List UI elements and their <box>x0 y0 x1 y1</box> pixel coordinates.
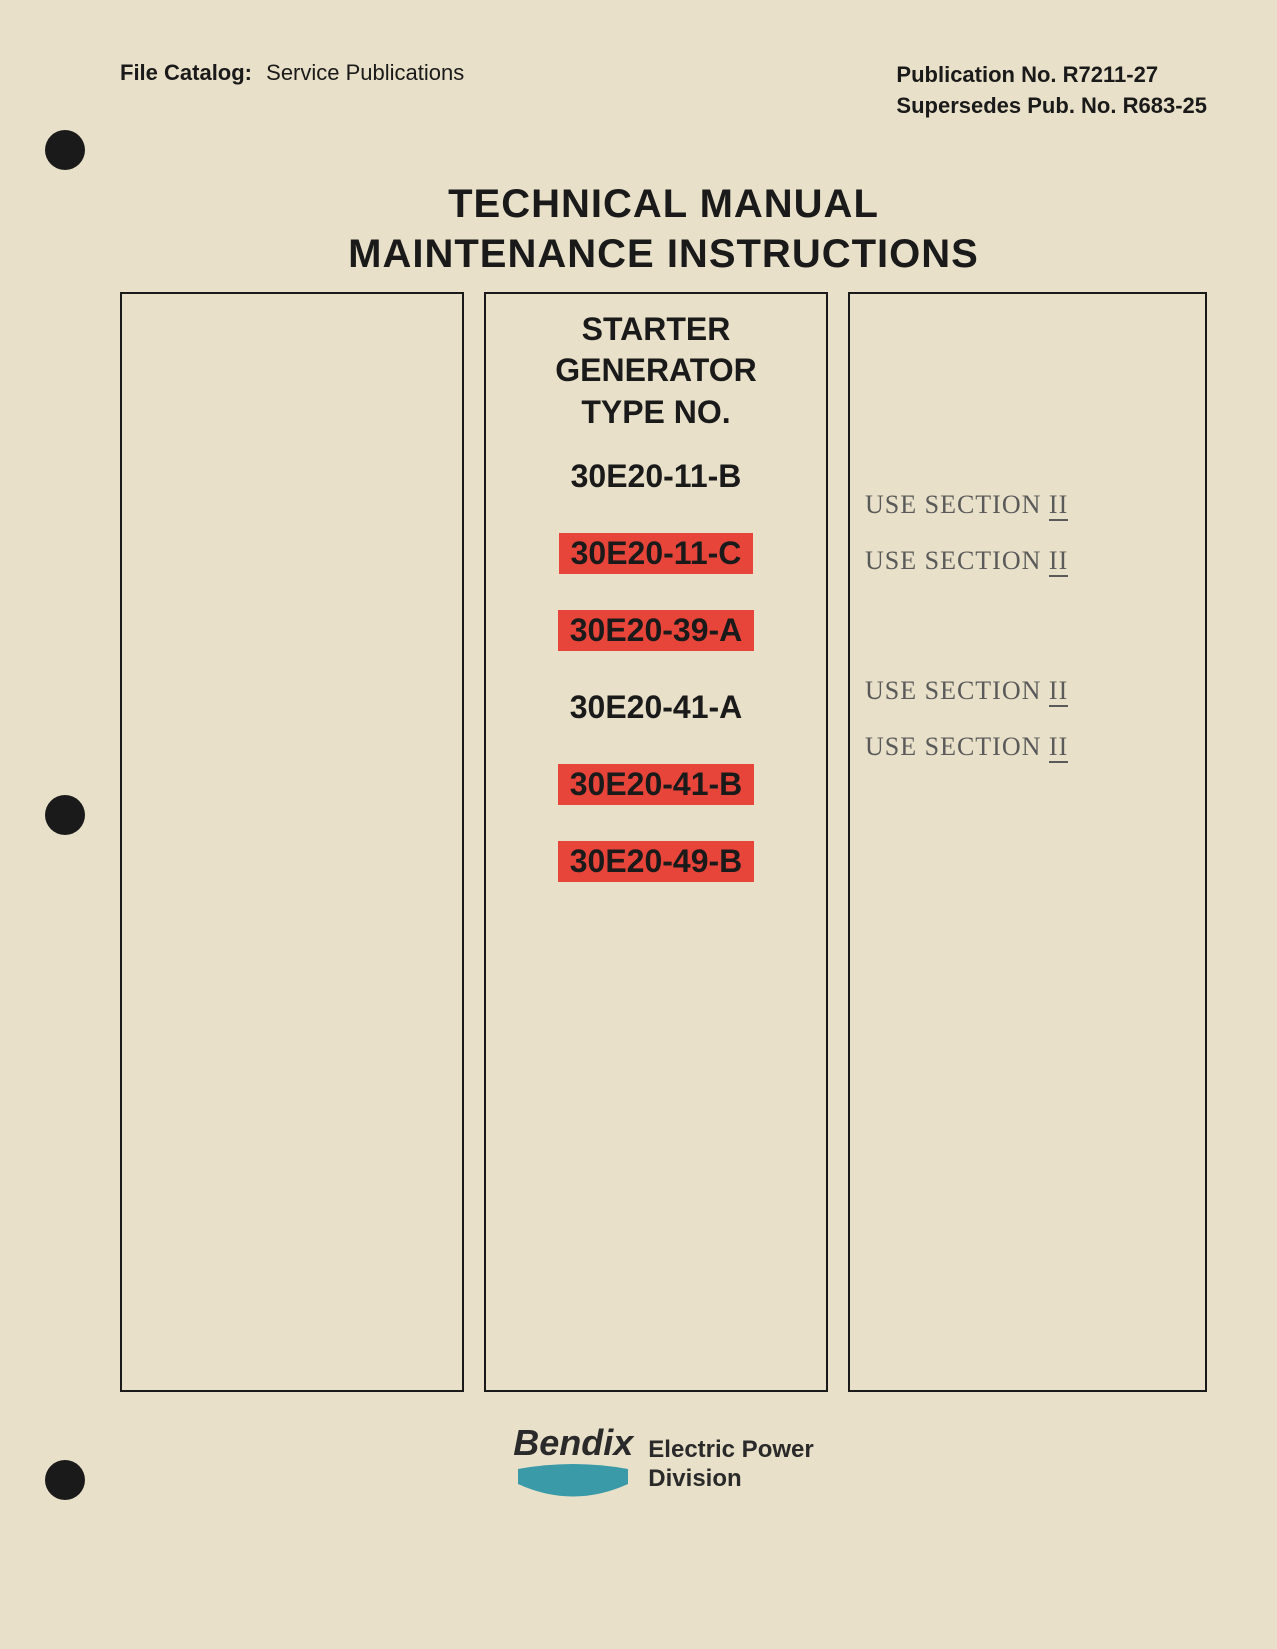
subtitle-line-1: STARTER <box>486 309 826 351</box>
bendix-logo: Bendix Electric Power Division <box>513 1422 813 1509</box>
subtitle-line-2: GENERATOR <box>486 350 826 392</box>
type-code: 30E20-41-A <box>558 687 755 728</box>
right-column: USE SECTION II USE SECTION II USE SECTIO… <box>848 292 1207 1392</box>
supersedes-no: Supersedes Pub. No. R683-25 <box>896 91 1207 122</box>
handwritten-note: USE SECTION II <box>865 546 1205 576</box>
file-catalog: File Catalog: Service Publications <box>120 60 464 122</box>
type-code-highlighted: 30E20-39-A <box>558 610 755 651</box>
left-column <box>120 292 464 1392</box>
handwritten-note: USE SECTION II <box>865 676 1205 706</box>
brand-name: Bendix <box>513 1422 633 1464</box>
title-section: TECHNICAL MANUAL MAINTENANCE INSTRUCTION… <box>120 182 1207 277</box>
type-code-highlighted: 30E20-11-C <box>559 533 754 574</box>
handwritten-note: USE SECTION II <box>865 490 1205 520</box>
logo-mark: Bendix <box>513 1422 633 1509</box>
file-catalog-value: Service Publications <box>266 60 464 85</box>
publication-info: Publication No. R7211-27 Supersedes Pub.… <box>896 60 1207 122</box>
spacer <box>865 602 1205 650</box>
division-name: Electric Power Division <box>648 1436 813 1494</box>
swoosh-icon <box>513 1464 633 1504</box>
punch-hole <box>45 1460 85 1500</box>
type-code: 30E20-11-B <box>559 456 754 497</box>
type-code-highlighted: 30E20-49-B <box>558 841 755 882</box>
document-page: File Catalog: Service Publications Publi… <box>0 0 1277 1649</box>
center-column: STARTER GENERATOR TYPE NO. 30E20-11-B 30… <box>484 292 828 1392</box>
punch-hole <box>45 130 85 170</box>
subtitle-line-3: TYPE NO. <box>486 392 826 434</box>
type-code-highlighted: 30E20-41-B <box>558 764 755 805</box>
title-line-2: MAINTENANCE INSTRUCTIONS <box>120 232 1207 277</box>
footer: Bendix Electric Power Division <box>120 1422 1207 1509</box>
content-columns: STARTER GENERATOR TYPE NO. 30E20-11-B 30… <box>120 292 1207 1392</box>
publication-no: Publication No. R7211-27 <box>896 60 1207 91</box>
title-line-1: TECHNICAL MANUAL <box>120 182 1207 227</box>
handwritten-note: USE SECTION II <box>865 732 1205 762</box>
document-header: File Catalog: Service Publications Publi… <box>120 60 1207 122</box>
file-catalog-label: File Catalog: <box>120 60 252 85</box>
punch-hole <box>45 795 85 835</box>
type-number-list: 30E20-11-B 30E20-11-C 30E20-39-A 30E20-4… <box>486 438 826 900</box>
